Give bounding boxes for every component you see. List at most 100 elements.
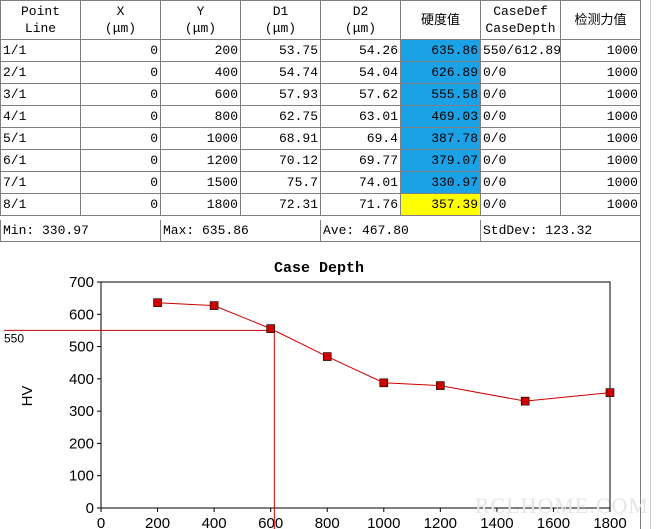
cell-case-depth[interactable]: 550/612.89 [480, 39, 561, 62]
cell-force[interactable]: 1000 [560, 39, 641, 62]
cell-x[interactable]: 0 [80, 105, 161, 128]
cell-d1[interactable]: 53.75 [240, 39, 321, 62]
cell-y[interactable]: 600 [160, 83, 241, 106]
stat-ave: Ave: 467.80 [321, 220, 481, 241]
data-point-marker [209, 301, 219, 310]
cell-y[interactable]: 1200 [160, 149, 241, 172]
column-header[interactable]: D1 (μm) [240, 0, 321, 40]
column-header-line2: (μm) [264, 21, 297, 36]
cell-y[interactable]: 1500 [160, 171, 241, 194]
cell-case-depth[interactable]: 0/0 [480, 61, 561, 84]
cell-d2[interactable]: 63.01 [320, 105, 401, 128]
cell-hardness[interactable]: 387.78 [400, 127, 481, 150]
cell-case-depth[interactable]: 0/0 [480, 105, 561, 128]
cell-x[interactable]: 0 [80, 171, 161, 194]
cell-d2[interactable]: 57.62 [320, 83, 401, 106]
table-row[interactable]: 5/1 0 1000 68.91 69.4 387.78 0/0 1000 [0, 127, 641, 150]
column-header[interactable]: 硬度值 [400, 0, 481, 40]
column-header[interactable]: CaseDef CaseDepth [480, 0, 561, 40]
cell-d1[interactable]: 57.93 [240, 83, 321, 106]
cell-y[interactable]: 1800 [160, 193, 241, 216]
cell-force[interactable]: 1000 [560, 127, 641, 150]
cell-force[interactable]: 1000 [560, 149, 641, 172]
cell-hardness[interactable]: 635.86 [400, 39, 481, 62]
table-row[interactable]: 8/1 0 1800 72.31 71.76 357.39 0/0 1000 [0, 193, 641, 216]
cell-case-depth[interactable]: 0/0 [480, 171, 561, 194]
cell-d2[interactable]: 54.26 [320, 39, 401, 62]
table-row[interactable]: 1/1 0 200 53.75 54.26 635.86 550/612.89 1000 [0, 39, 641, 62]
cell-x[interactable]: 0 [80, 39, 161, 62]
cell-point[interactable]: 2/1 [0, 61, 81, 84]
cell-d2[interactable]: 69.4 [320, 127, 401, 150]
cell-case-depth[interactable]: 0/0 [480, 149, 561, 172]
cell-d1[interactable]: 62.75 [240, 105, 321, 128]
table-row[interactable]: 3/1 0 600 57.93 57.62 555.58 0/0 1000 [0, 83, 641, 106]
cell-hardness[interactable]: 469.03 [400, 105, 481, 128]
cell-point[interactable]: 4/1 [0, 105, 81, 128]
cell-case-depth[interactable]: 0/0 [480, 193, 561, 216]
cell-point[interactable]: 5/1 [0, 127, 81, 150]
column-header-line2: (μm) [184, 21, 217, 36]
column-header[interactable]: D2 (μm) [320, 0, 401, 40]
cell-case-depth[interactable]: 0/0 [480, 83, 561, 106]
cell-d1[interactable]: 75.7 [240, 171, 321, 194]
chart-title: Case Depth [274, 260, 364, 277]
cell-point[interactable]: 7/1 [0, 171, 81, 194]
cell-hardness[interactable]: 330.97 [400, 171, 481, 194]
cell-point[interactable]: 6/1 [0, 149, 81, 172]
cell-point[interactable]: 1/1 [0, 39, 81, 62]
table-row[interactable]: 2/1 0 400 54.74 54.04 626.89 0/0 1000 [0, 61, 641, 84]
table-row[interactable]: 6/1 0 1200 70.12 69.77 379.07 0/0 1000 [0, 149, 641, 172]
cell-d1[interactable]: 54.74 [240, 61, 321, 84]
stat-min: Min: 330.97 [1, 220, 161, 241]
cell-hardness[interactable]: 555.58 [400, 83, 481, 106]
x-tick-label: 1600 [537, 515, 570, 529]
y-tick-label: 0 [86, 500, 94, 517]
cell-y[interactable]: 1000 [160, 127, 241, 150]
cell-x[interactable]: 0 [80, 193, 161, 216]
cell-y[interactable]: 200 [160, 39, 241, 62]
cell-case-depth[interactable]: 0/0 [480, 127, 561, 150]
cell-force[interactable]: 1000 [560, 61, 641, 84]
cell-force[interactable]: 1000 [560, 83, 641, 106]
column-header[interactable]: Y (μm) [160, 0, 241, 40]
panel-divider [640, 0, 641, 529]
cell-d2[interactable]: 71.76 [320, 193, 401, 216]
column-header[interactable]: X (μm) [80, 0, 161, 40]
cell-d2[interactable]: 69.77 [320, 149, 401, 172]
column-header-line1: 硬度值 [420, 12, 460, 28]
data-point-marker [266, 324, 275, 333]
cell-hardness[interactable]: 626.89 [400, 61, 481, 84]
column-header[interactable]: 检测力值 [560, 0, 641, 40]
x-tick-label: 400 [202, 515, 227, 529]
cell-d2[interactable]: 54.04 [320, 61, 401, 84]
cell-x[interactable]: 0 [80, 127, 161, 150]
column-header-line1: Y [196, 4, 205, 19]
cell-force[interactable]: 1000 [560, 171, 641, 194]
cell-point[interactable]: 3/1 [0, 83, 81, 106]
column-header[interactable]: Point Line [0, 0, 81, 40]
cell-x[interactable]: 0 [80, 83, 161, 106]
cell-force[interactable]: 1000 [560, 193, 641, 216]
table-row[interactable]: 7/1 0 1500 75.7 74.01 330.97 0/0 1000 [0, 171, 641, 194]
hardness-series-line [157, 302, 611, 402]
cell-y[interactable]: 800 [160, 105, 241, 128]
cell-point[interactable]: 8/1 [0, 193, 81, 216]
cell-force[interactable]: 1000 [560, 105, 641, 128]
data-point-marker [322, 352, 332, 361]
cell-x[interactable]: 0 [80, 149, 161, 172]
data-point-marker [436, 381, 445, 390]
cell-hardness[interactable]: 379.07 [400, 149, 481, 172]
cell-d1[interactable]: 72.31 [240, 193, 321, 216]
cell-hardness[interactable]: 357.39 [400, 193, 481, 216]
column-header-line1: Point [20, 4, 60, 19]
scrollbar-track[interactable] [650, 0, 651, 529]
watermark: RCLHOME.COM [474, 493, 649, 518]
cell-x[interactable]: 0 [80, 61, 161, 84]
x-tick-label: 1000 [367, 515, 400, 529]
cell-y[interactable]: 400 [160, 61, 241, 84]
cell-d1[interactable]: 70.12 [240, 149, 321, 172]
table-row[interactable]: 4/1 0 800 62.75 63.01 469.03 0/0 1000 [0, 105, 641, 128]
cell-d1[interactable]: 68.91 [240, 127, 321, 150]
cell-d2[interactable]: 74.01 [320, 171, 401, 194]
